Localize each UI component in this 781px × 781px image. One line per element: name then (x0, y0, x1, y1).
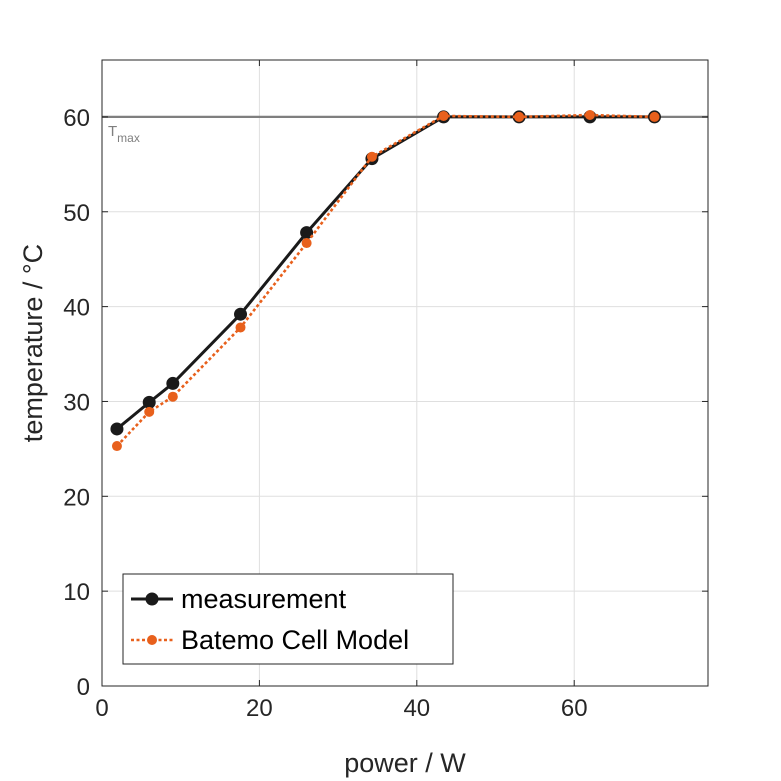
y-tick-label: 0 (77, 674, 90, 701)
series-line-batemo-cell-model (116, 113, 655, 447)
data-point-batemo-cell-model (301, 238, 312, 249)
data-point-measurement (300, 226, 314, 240)
tmax-label-subscript: max (117, 131, 140, 145)
data-point-measurement (110, 422, 124, 436)
data-point-batemo-cell-model (144, 406, 155, 417)
tmax-label: Tmax (108, 123, 140, 145)
tmax-label-main: T (108, 123, 117, 140)
axis-ticks: 0 20 40 60 0 10 20 30 40 50 60 (63, 60, 708, 722)
y-tick-label: 50 (63, 200, 90, 227)
legend: measurement Batemo Cell Model (122, 573, 454, 665)
legend-marker-measurement (145, 592, 159, 606)
data-point-measurement (166, 376, 180, 390)
data-point-measurement (142, 395, 156, 409)
x-tick-label: 0 (95, 695, 108, 722)
data-point-batemo-cell-model (111, 441, 122, 452)
legend-marker-batemo-cell-model (147, 635, 157, 645)
legend-box (122, 573, 454, 665)
data-point-batemo-cell-model (584, 110, 595, 121)
data-point-batemo-cell-model (167, 391, 178, 402)
y-tick-label: 20 (63, 484, 90, 511)
y-tick-label: 60 (63, 105, 90, 132)
x-tick-label: 20 (246, 695, 273, 722)
data-point-batemo-cell-model (649, 111, 660, 122)
y-axis-label: temperature / °C (18, 244, 48, 442)
data-point-batemo-cell-model (366, 151, 377, 162)
legend-label-batemo-cell-model: Batemo Cell Model (181, 625, 409, 655)
x-tick-label: 60 (561, 695, 588, 722)
x-axis-label: power / W (344, 748, 466, 778)
y-tick-label: 30 (63, 389, 90, 416)
data-point-batemo-cell-model (438, 110, 449, 121)
legend-label-measurement: measurement (181, 584, 347, 614)
y-tick-label: 40 (63, 295, 90, 322)
x-tick-label: 40 (403, 695, 430, 722)
data-point-batemo-cell-model (514, 111, 525, 122)
data-point-measurement (234, 307, 248, 321)
series-layer (110, 110, 661, 452)
y-tick-label: 10 (63, 579, 90, 606)
plot-area-frame (101, 59, 709, 687)
data-point-batemo-cell-model (235, 322, 246, 333)
series-line-measurement (116, 115, 655, 431)
